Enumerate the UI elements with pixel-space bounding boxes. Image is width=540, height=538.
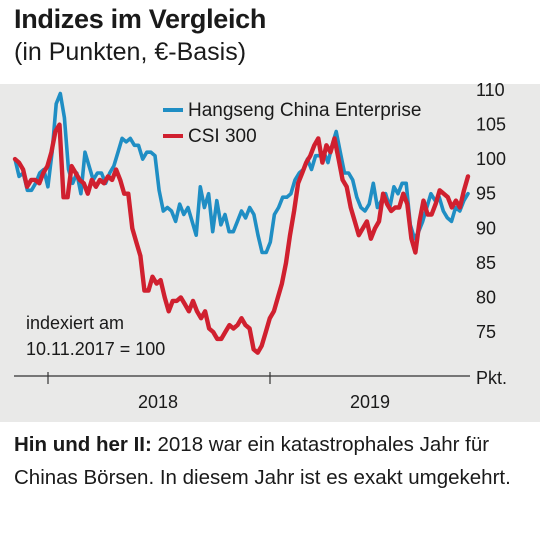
- x-tick-label: 2019: [350, 392, 390, 412]
- note-line-2: 10.11.2017 = 100: [26, 339, 165, 359]
- x-tick-label: 2018: [138, 392, 178, 412]
- y-tick-label: 85: [476, 253, 496, 273]
- axes: 110 105 100 95 90 85 80 75 Pkt. 2018 2019: [14, 80, 507, 412]
- chart-subtitle: (in Punkten, €-Basis): [14, 38, 247, 66]
- y-tick-label: 75: [476, 322, 496, 342]
- y-tick-label: 80: [476, 287, 496, 307]
- y-tick-label: 110: [476, 80, 505, 100]
- legend-label-hangseng: Hangseng China Enterprise: [188, 100, 421, 121]
- y-tick-label: 95: [476, 184, 496, 204]
- plot-background: [0, 84, 540, 422]
- y-unit-label: Pkt.: [476, 368, 507, 388]
- y-tick-label: 105: [476, 115, 506, 135]
- legend-label-csi: CSI 300: [188, 126, 257, 147]
- series-line-csi300: [12, 122, 471, 355]
- legend: Hangseng China Enterprise CSI 300: [163, 100, 421, 147]
- caption-bold: Hin und her II:: [14, 433, 152, 456]
- y-tick-label: 90: [476, 218, 496, 238]
- chart-title: Indizes im Vergleich: [14, 4, 267, 34]
- series-line-hangseng: [13, 91, 470, 255]
- line-chart: 110 105 100 95 90 85 80 75 Pkt. 2018 2019 Hangseng…: [0, 80, 540, 422]
- y-tick-label: 100: [476, 149, 506, 169]
- note-line-1: indexiert am: [26, 313, 124, 333]
- caption: Hin und her II: 2018 war ein katastropha…: [14, 428, 529, 494]
- series-group: [12, 91, 471, 355]
- caption-text: 2018 war ein katastrophales Jahr für Chi…: [14, 433, 511, 489]
